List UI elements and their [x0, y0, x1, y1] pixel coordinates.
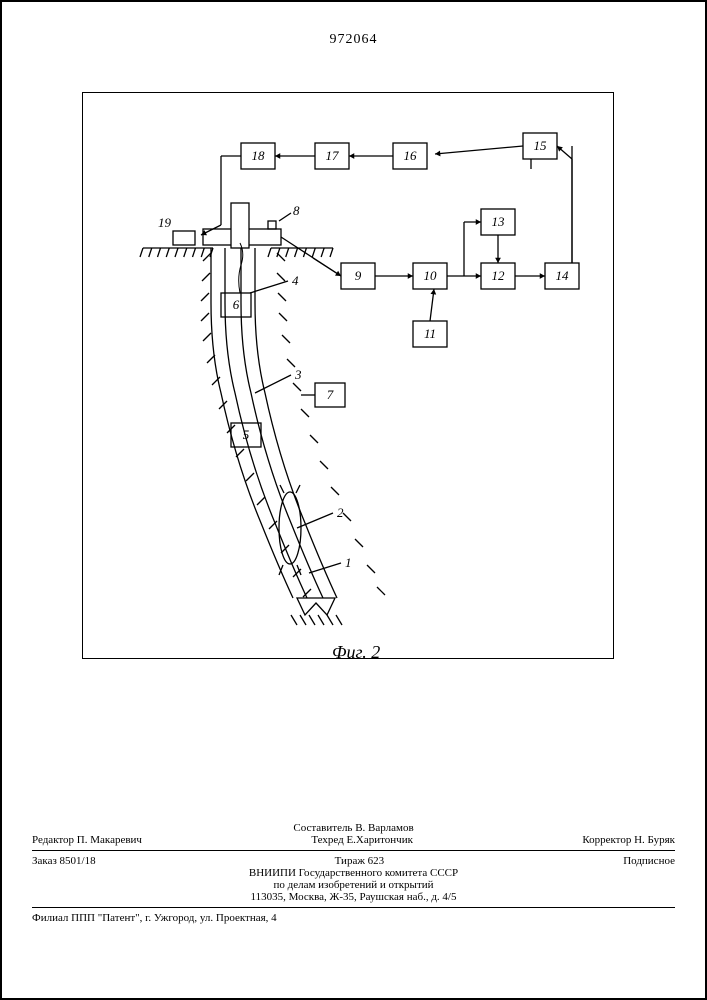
svg-text:15: 15	[534, 138, 548, 153]
svg-text:8: 8	[293, 203, 300, 218]
footer: Составитель В. Варламов Редактор П. Мака…	[32, 822, 675, 924]
svg-text:17: 17	[326, 148, 340, 163]
subscription-line: Подписное	[623, 855, 675, 867]
svg-text:2: 2	[337, 505, 344, 520]
figure-label: Фиг. 2	[332, 642, 380, 663]
order-line: Заказ 8501/18	[32, 855, 96, 867]
svg-text:14: 14	[556, 268, 570, 283]
svg-text:12: 12	[492, 268, 506, 283]
svg-text:10: 10	[424, 268, 438, 283]
svg-text:9: 9	[355, 268, 362, 283]
document-number: 972064	[330, 32, 378, 48]
page: 972064 15161718910111213141985671234 Фиг…	[0, 0, 707, 1000]
compiler-line: Составитель В. Варламов	[32, 822, 675, 834]
tirage-line: Тираж 623	[335, 855, 385, 867]
svg-text:18: 18	[252, 148, 266, 163]
svg-text:1: 1	[345, 555, 352, 570]
figure-frame: 15161718910111213141985671234	[82, 92, 614, 659]
svg-text:16: 16	[404, 148, 418, 163]
org-line-2: по делам изобретений и открытий	[32, 879, 675, 891]
figure-diagram: 15161718910111213141985671234	[83, 93, 613, 658]
corrector-line: Корректор Н. Буряк	[582, 834, 675, 846]
svg-text:4: 4	[292, 273, 299, 288]
address-line: 113035, Москва, Ж-35, Раушская наб., д. …	[32, 891, 675, 903]
branch-line: Филиал ППП "Патент", г. Ужгород, ул. Про…	[32, 912, 675, 924]
svg-text:11: 11	[424, 326, 436, 341]
svg-text:6: 6	[233, 297, 240, 312]
svg-text:3: 3	[294, 367, 302, 382]
techred-line: Техред Е.Харитончик	[311, 834, 413, 846]
org-line-1: ВНИИПИ Государственного комитета СССР	[32, 867, 675, 879]
svg-text:13: 13	[492, 214, 506, 229]
editor-line: Редактор П. Макаревич	[32, 834, 142, 846]
svg-text:7: 7	[327, 387, 334, 402]
svg-text:5: 5	[243, 427, 250, 442]
svg-text:19: 19	[158, 215, 172, 230]
